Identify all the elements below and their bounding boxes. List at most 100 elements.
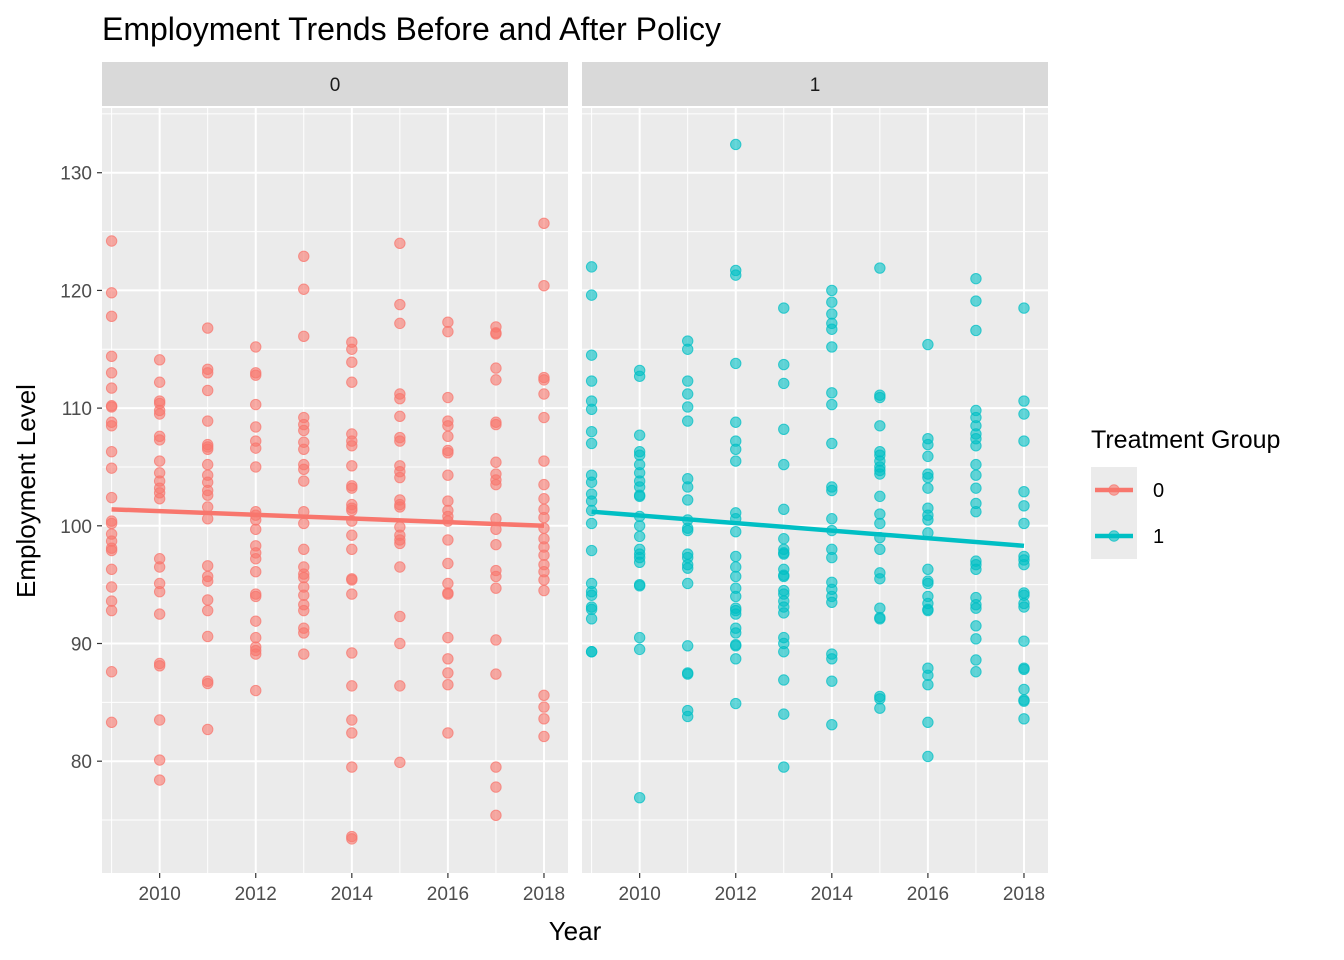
data-point: [346, 588, 358, 600]
data-point: [346, 440, 358, 452]
facet-panel-0: 0 2010 2012 2014 2016 2018 80 90 100 110 120 130: [60, 62, 568, 905]
data-point: [730, 443, 742, 456]
x-tick-label: 2016: [907, 884, 949, 905]
data-point: [394, 298, 406, 311]
x-tick-label: 2010: [619, 884, 661, 905]
data-point: [153, 455, 166, 467]
data-point: [105, 235, 118, 247]
panel-background: [582, 108, 1048, 873]
data-point: [250, 590, 262, 603]
data-point: [105, 382, 118, 394]
data-point: [105, 287, 118, 299]
y-tick-label: 90: [71, 635, 92, 656]
data-point: [826, 387, 838, 399]
data-point: [633, 370, 646, 383]
data-point: [442, 631, 454, 644]
data-point: [394, 756, 406, 769]
data-point: [922, 577, 934, 590]
data-point: [585, 403, 598, 415]
data-point: [633, 429, 646, 441]
data-point: [585, 437, 598, 450]
data-point: [538, 689, 550, 701]
data-point: [153, 660, 166, 672]
facet-strip-label: 0: [330, 75, 341, 96]
data-point: [778, 377, 790, 390]
data-point: [490, 570, 502, 583]
data-point: [778, 458, 790, 471]
data-point: [1018, 635, 1030, 647]
data-point: [394, 561, 406, 573]
data-point: [538, 549, 550, 561]
data-point: [922, 669, 934, 681]
data-point: [778, 708, 790, 720]
data-point: [298, 475, 310, 487]
data-point: [490, 668, 502, 680]
facet-strip: [102, 62, 568, 106]
data-point: [922, 471, 934, 484]
data-point: [442, 391, 454, 404]
data-point: [346, 680, 358, 692]
x-tick-label: 2014: [331, 884, 374, 905]
data-point: [538, 455, 550, 467]
scatter-points: [585, 138, 1030, 804]
data-point: [585, 375, 598, 387]
data-point: [538, 374, 550, 386]
data-point: [201, 723, 214, 736]
data-point: [633, 580, 646, 592]
data-point: [874, 543, 886, 556]
data-point: [153, 754, 166, 766]
data-point: [1018, 500, 1030, 512]
data-point: [730, 416, 742, 428]
data-point: [681, 524, 694, 537]
data-point: [730, 138, 742, 151]
x-tick-label: 2018: [523, 884, 565, 905]
data-point: [585, 349, 598, 361]
data-point: [1018, 601, 1030, 613]
data-point: [153, 434, 166, 446]
data-point: [105, 716, 118, 729]
data-point: [394, 237, 406, 250]
data-point: [105, 367, 118, 379]
data-point: [298, 648, 310, 660]
data-point: [394, 410, 406, 423]
data-point: [874, 468, 886, 480]
data-point: [250, 461, 262, 473]
data-point: [585, 517, 598, 530]
data-point: [298, 250, 310, 262]
data-point: [538, 511, 550, 524]
data-point: [874, 420, 886, 432]
data-point: [730, 697, 742, 710]
data-point: [730, 357, 742, 370]
y-tick-label: 130: [60, 164, 92, 185]
data-point: [346, 833, 358, 845]
data-point: [346, 574, 358, 586]
data-point: [970, 482, 982, 494]
data-point: [826, 596, 838, 609]
data-point: [922, 450, 934, 463]
facet-panels: 0 2010 2012 2014 2016 2018 80 90 100 110 120 130 1 20…: [60, 62, 1048, 905]
data-point: [730, 627, 742, 639]
data-point: [201, 458, 214, 471]
data-point: [105, 491, 118, 504]
data-point: [585, 476, 598, 488]
data-point: [970, 272, 982, 285]
data-point: [201, 630, 214, 643]
data-point: [538, 478, 550, 491]
data-point: [105, 666, 118, 678]
data-point: [1018, 395, 1030, 407]
data-point: [442, 678, 454, 691]
trend-line: [591, 509, 1025, 549]
data-point: [538, 730, 550, 743]
data-point: [538, 574, 550, 586]
data-point: [346, 647, 358, 659]
data-point: [778, 503, 790, 516]
data-point: [153, 493, 166, 505]
data-point: [442, 495, 454, 507]
data-point: [1018, 485, 1030, 498]
data-point: [633, 556, 646, 568]
data-point: [490, 456, 502, 468]
data-point: [538, 493, 550, 505]
data-point: [681, 388, 694, 400]
data-point: [346, 482, 358, 494]
x-tick-label: 2016: [427, 884, 469, 905]
